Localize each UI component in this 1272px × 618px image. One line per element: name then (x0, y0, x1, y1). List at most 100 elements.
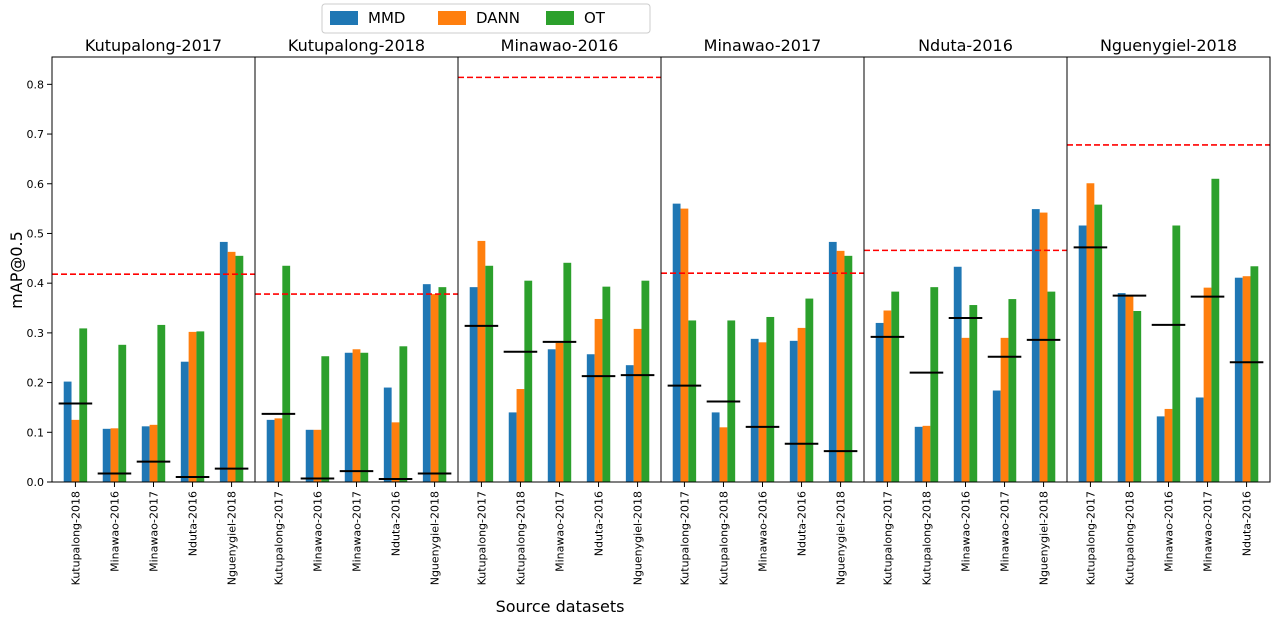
x-tick-label: Kutupalong-2018 (920, 491, 933, 585)
bar (891, 291, 900, 482)
y-tick-label: 0.7 (27, 128, 45, 141)
legend-swatch (330, 11, 358, 25)
bar (1031, 209, 1040, 482)
bar (563, 262, 572, 482)
x-tick-label: Minawao-2017 (351, 491, 364, 572)
bar (680, 208, 689, 482)
x-tick-label: Kutupalong-2018 (1123, 491, 1136, 585)
x-tick-label: Nguenygiel-2018 (1038, 491, 1051, 585)
y-tick-label: 0.5 (27, 227, 45, 240)
bar (836, 250, 845, 482)
legend-swatch (438, 11, 466, 25)
x-tick-label: Minawao-2017 (148, 491, 161, 572)
bar (477, 240, 486, 482)
x-tick-label: Minawao-2016 (1163, 491, 1176, 572)
x-tick-label: Kutupalong-2018 (69, 491, 82, 585)
bar (688, 320, 697, 482)
bar (188, 331, 197, 482)
bar (922, 425, 931, 482)
x-tick-label: Kutupalong-2017 (1084, 491, 1097, 585)
legend-label: MMD (368, 9, 405, 27)
y-tick-label: 0.8 (27, 78, 45, 91)
bar (1164, 408, 1173, 482)
bar (547, 349, 556, 482)
bar (875, 322, 884, 482)
bar (360, 352, 369, 482)
bar (1242, 276, 1251, 482)
subplot-title: Kutupalong-2017 (85, 36, 222, 55)
bar (992, 390, 1001, 482)
bar (1039, 212, 1048, 483)
bar (149, 424, 158, 482)
bar (625, 365, 634, 482)
y-tick-label: 0.3 (27, 327, 45, 340)
bar (266, 419, 275, 482)
bar (157, 324, 166, 482)
bar (1000, 337, 1009, 482)
bar (274, 418, 283, 482)
bar (524, 280, 533, 482)
bar (602, 286, 611, 482)
x-tick-label: Nguenygiel-2018 (429, 491, 442, 585)
bar (1086, 183, 1095, 482)
bar (883, 310, 892, 482)
bar (399, 346, 408, 482)
x-tick-label: Nguenygiel-2018 (226, 491, 239, 585)
bar (71, 419, 80, 482)
subplot-title: Nduta-2016 (918, 36, 1013, 55)
bar (1133, 311, 1142, 482)
bar (1008, 299, 1017, 482)
bar (344, 352, 353, 482)
bar (1234, 277, 1243, 482)
bar (485, 265, 494, 482)
x-tick-label: Minawao-2016 (311, 491, 324, 572)
x-tick-label: Minawao-2016 (960, 491, 973, 572)
bar (219, 241, 228, 482)
axes-frame (1066, 56, 1271, 483)
bar (352, 349, 361, 482)
x-tick-label: Minawao-2017 (1202, 491, 1215, 572)
bar (961, 337, 970, 482)
bar (313, 429, 322, 482)
y-tick-label: 0.6 (27, 178, 45, 191)
bar (789, 340, 798, 482)
bar (1117, 293, 1126, 482)
bar (227, 251, 236, 482)
bar (844, 255, 853, 482)
x-tick-label: Kutupalong-2017 (475, 491, 488, 585)
bar (141, 426, 150, 482)
bar (469, 287, 478, 482)
bar (1094, 204, 1103, 482)
y-axis-label: mAP@0.5 (7, 231, 26, 309)
y-tick-label: 0.4 (27, 277, 45, 290)
bar (1250, 266, 1259, 482)
bar (758, 342, 767, 482)
x-tick-label: Minawao-2016 (757, 491, 770, 572)
bar (516, 389, 525, 482)
legend-label: DANN (476, 9, 520, 27)
bar (1047, 291, 1056, 482)
x-tick-label: Nduta-2016 (390, 491, 403, 556)
bar (321, 356, 330, 482)
bar (422, 284, 431, 482)
bar (555, 342, 564, 482)
subplot-title: Minawao-2016 (501, 36, 619, 55)
bar (1211, 178, 1220, 482)
x-tick-label: Nduta-2016 (187, 491, 200, 556)
x-tick-label: Kutupalong-2017 (678, 491, 691, 585)
x-tick-label: Nguenygiel-2018 (835, 491, 848, 585)
subplot-title: Nguenygiel-2018 (1100, 36, 1237, 55)
x-tick-label: Nduta-2016 (593, 491, 606, 556)
bar (641, 280, 650, 482)
bar (633, 328, 642, 482)
bar (672, 203, 681, 482)
x-tick-label: Kutupalong-2017 (881, 491, 894, 585)
bar (305, 429, 314, 482)
bar (1172, 225, 1181, 482)
bar (750, 338, 759, 482)
x-tick-label: Kutupalong-2017 (272, 491, 285, 585)
bar (110, 428, 119, 482)
bar (102, 428, 111, 482)
bar (180, 361, 189, 482)
bar (438, 287, 447, 482)
